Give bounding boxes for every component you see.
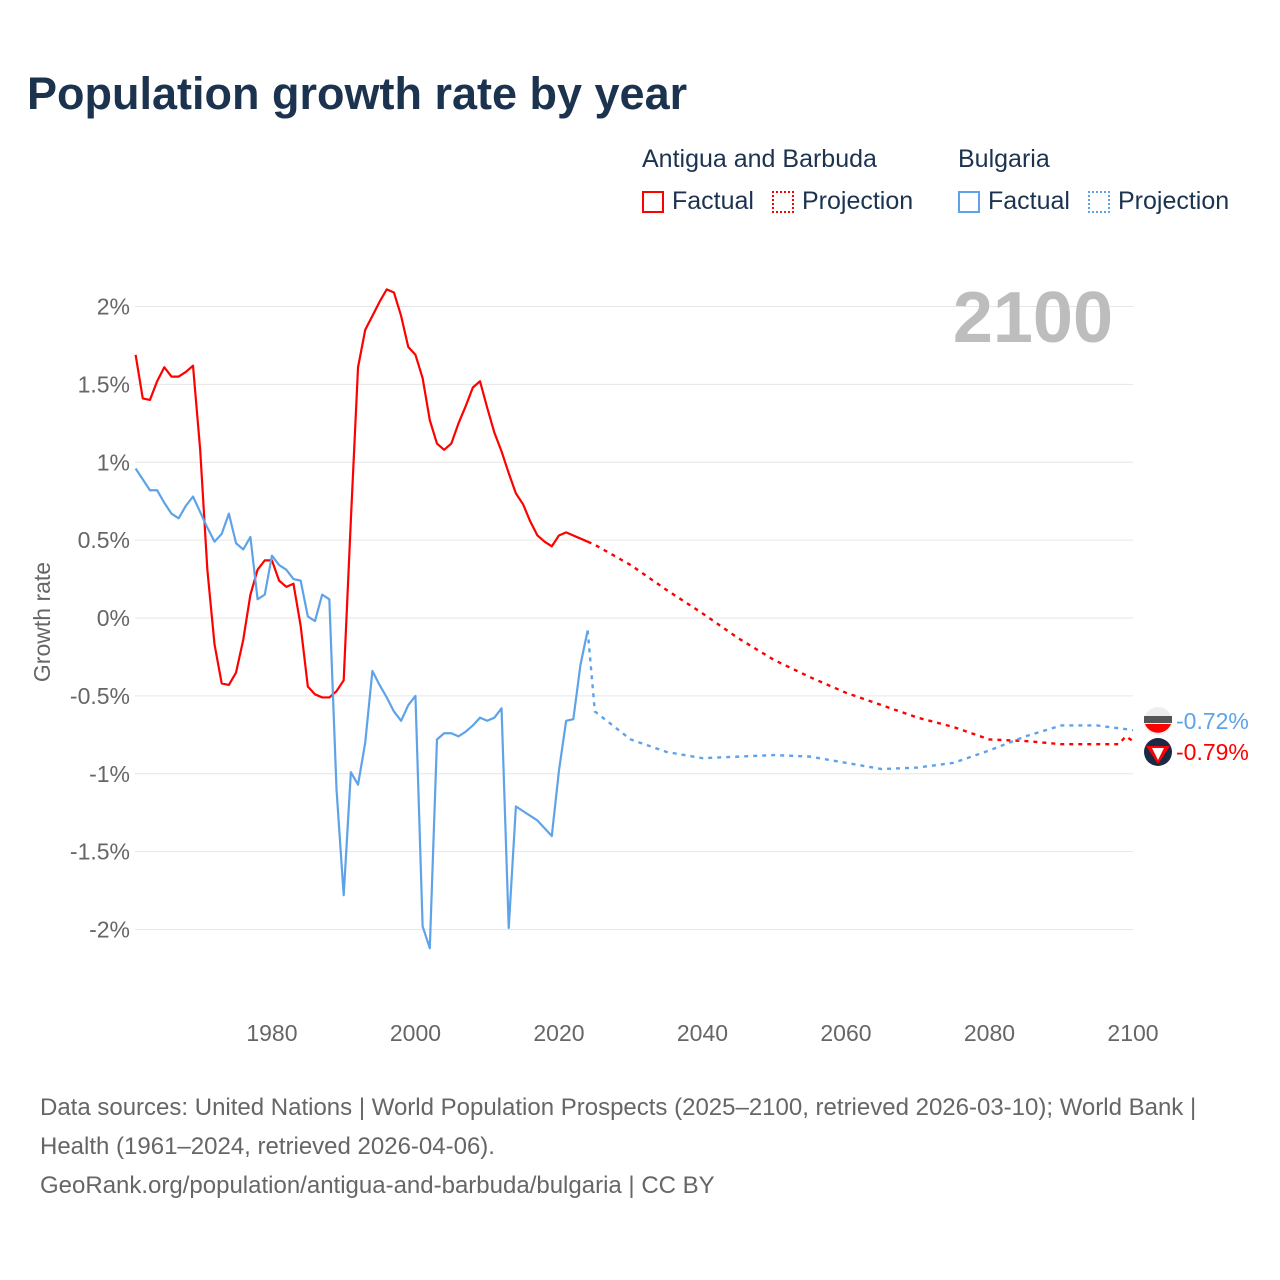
- end-value-label: -0.72%: [1176, 708, 1249, 734]
- series-line-projection: [586, 630, 1134, 771]
- legend-country: Bulgaria: [958, 145, 1050, 173]
- y-tick-label: -1.5%: [70, 839, 130, 865]
- legend-label: Projection: [1117, 187, 1230, 215]
- legend-item-bulgaria-factual[interactable]: Factual: [958, 187, 1070, 216]
- legend-group-bulgaria: Bulgaria Factual Projection: [958, 145, 1247, 216]
- legend-item-antigua-factual[interactable]: Factual: [642, 187, 754, 216]
- year-label: 2100: [953, 278, 1113, 358]
- x-tick-label: 2060: [820, 1020, 871, 1046]
- x-tick-label: 2020: [533, 1020, 584, 1046]
- data-sources: Data sources: United Nations | World Pop…: [40, 1094, 1197, 1160]
- legend-item-bulgaria-projection[interactable]: Projection: [1087, 187, 1230, 216]
- x-tick-label: 2040: [677, 1020, 728, 1046]
- dotted-swatch-icon: [771, 190, 794, 213]
- legend-label: Factual: [672, 187, 754, 215]
- legend-item-antigua-projection[interactable]: Projection: [771, 187, 914, 216]
- x-tick-label: 2100: [1107, 1020, 1158, 1046]
- chart-title: Population growth rate by year: [27, 68, 688, 119]
- y-tick-label: 1%: [97, 449, 130, 475]
- y-tick-label: -1%: [89, 761, 130, 787]
- legend-country: Antigua and Barbuda: [642, 145, 877, 173]
- source-link[interactable]: GeoRank.org/population/antigua-and-barbu…: [40, 1172, 715, 1199]
- y-tick-label: 1.5%: [78, 371, 130, 397]
- legend-label: Factual: [988, 187, 1070, 215]
- end-value-label: -0.79%: [1176, 739, 1249, 765]
- solid-swatch-icon: [958, 190, 980, 213]
- x-tick-label: 1980: [246, 1020, 297, 1046]
- legend-label: Projection: [801, 187, 914, 215]
- y-tick-label: -2%: [89, 917, 130, 943]
- bulgaria-flag-icon: [1144, 707, 1172, 735]
- y-axis-label: Growth rate: [29, 562, 55, 682]
- x-tick-label: 2080: [964, 1020, 1015, 1046]
- series-line-factual: [134, 288, 589, 699]
- x-tick-label: 2000: [390, 1020, 441, 1046]
- y-tick-label: 0%: [97, 605, 130, 631]
- solid-swatch-icon: [642, 190, 664, 213]
- antigua-flag-icon: [1144, 738, 1172, 766]
- y-tick-label: -0.5%: [70, 683, 130, 709]
- series-line-projection: [587, 540, 1134, 746]
- footer: Data sources: United Nations | World Pop…: [40, 1088, 1240, 1205]
- y-tick-label: 2%: [97, 294, 130, 320]
- dotted-swatch-icon: [1087, 190, 1110, 213]
- y-tick-label: 0.5%: [78, 527, 130, 553]
- legend-group-antigua: Antigua and Barbuda Factual Projection: [642, 145, 931, 216]
- series-line-factual: [134, 467, 589, 950]
